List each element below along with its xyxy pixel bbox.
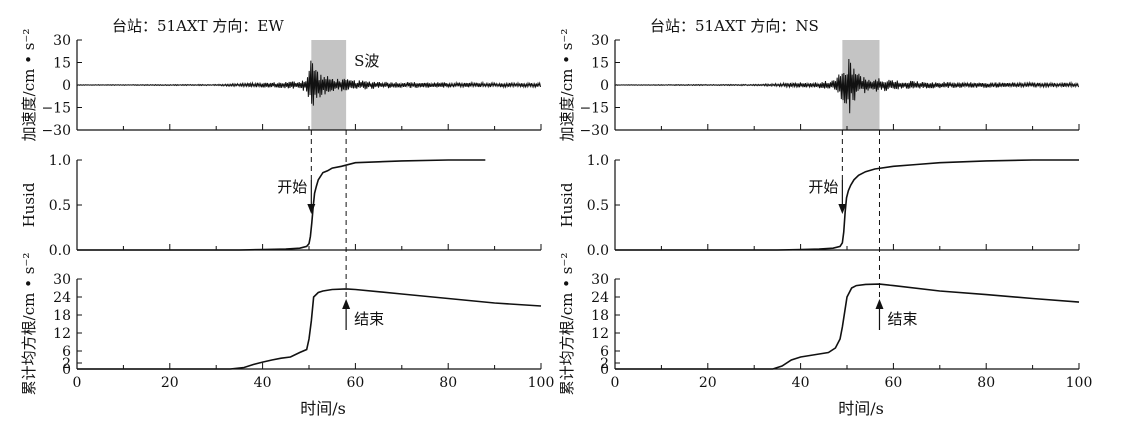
y-axis-label: Husid bbox=[558, 182, 576, 227]
y-tick-label: 30 bbox=[53, 272, 71, 288]
annotation-end: 结束 bbox=[354, 310, 384, 328]
y-axis-label: 加速度/cm • s⁻² bbox=[558, 29, 576, 142]
y-tick-label: 0.5 bbox=[49, 198, 71, 214]
panel-husid: 0.0 0.5 1.0 Husid 开始 bbox=[558, 153, 1080, 259]
x-axis-label: 时间/s bbox=[838, 399, 884, 418]
start-arrow-head bbox=[838, 204, 847, 214]
x-tick-label: 80 bbox=[977, 375, 995, 391]
y-tick-label: −30 bbox=[579, 123, 609, 139]
station-title: 台站：51AXT 方向：NS bbox=[650, 17, 819, 35]
y-tick-label: 6 bbox=[600, 344, 609, 360]
panel-rms: 026 12 18 24 30 0 20 40 60 80 100 累计均方根/cm • s⁻² 结束 bbox=[558, 253, 1092, 396]
x-tick-label: 20 bbox=[699, 375, 717, 391]
y-tick-label: 15 bbox=[53, 56, 71, 72]
y-axis-label: Husid bbox=[20, 182, 38, 227]
series-line-rms bbox=[615, 283, 1080, 370]
annotation-start: 开始 bbox=[808, 178, 838, 196]
y-tick-label: 0 bbox=[600, 78, 609, 94]
x-tick-label: 100 bbox=[528, 375, 555, 391]
x-tick-label: 40 bbox=[792, 375, 810, 391]
series-line-rms bbox=[77, 288, 542, 370]
y-tick-label: 1.0 bbox=[49, 153, 71, 169]
panel-rms: 026 12 18 24 30 0 20 40 60 80 100 累计均方根/cm • s⁻² 结束 bbox=[20, 253, 554, 396]
y-tick-label: −30 bbox=[41, 123, 71, 139]
y-tick-label: 1.0 bbox=[587, 153, 609, 169]
y-tick-label: −15 bbox=[41, 101, 71, 117]
x-tick-label: 20 bbox=[161, 375, 179, 391]
x-tick-label: 80 bbox=[439, 375, 457, 391]
y-tick-label: 30 bbox=[591, 272, 609, 288]
start-arrow-head bbox=[307, 204, 316, 214]
x-tick-label: 0 bbox=[73, 375, 82, 391]
annotation-end: 结束 bbox=[887, 310, 917, 328]
y-tick-label: 0.5 bbox=[587, 198, 609, 214]
y-tick-label: −15 bbox=[579, 101, 609, 117]
y-axis-label: 加速度/cm • s⁻² bbox=[20, 29, 38, 142]
x-tick-label: 100 bbox=[1066, 375, 1093, 391]
annotation-start: 开始 bbox=[277, 178, 307, 196]
x-tick-label: 40 bbox=[254, 375, 272, 391]
acceleration-trace bbox=[614, 59, 1080, 114]
y-tick-label: 0 bbox=[600, 362, 609, 378]
y-tick-label: 0.0 bbox=[587, 243, 609, 259]
y-tick-label: 6 bbox=[62, 344, 71, 360]
acceleration-trace bbox=[76, 60, 542, 106]
series-line-husid bbox=[615, 159, 1079, 251]
y-tick-label: 24 bbox=[591, 290, 609, 306]
station-title: 台站：51AXT 方向：EW bbox=[112, 17, 284, 35]
panel-husid: 0.0 0.5 1.0 Husid 开始 bbox=[20, 153, 542, 259]
y-axis-label: 累计均方根/cm • s⁻² bbox=[558, 253, 576, 396]
y-tick-label: 18 bbox=[53, 308, 71, 324]
series-line-husid bbox=[77, 159, 486, 251]
y-axis-label: 累计均方根/cm • s⁻² bbox=[20, 253, 38, 396]
y-tick-label: 30 bbox=[591, 33, 609, 49]
end-arrow-head bbox=[342, 299, 351, 309]
y-tick-label: 24 bbox=[53, 290, 71, 306]
y-tick-label: 0 bbox=[62, 362, 71, 378]
y-tick-label: 18 bbox=[591, 308, 609, 324]
y-tick-label: 30 bbox=[53, 33, 71, 49]
end-arrow-head bbox=[875, 299, 884, 309]
y-tick-label: 2 bbox=[600, 356, 609, 372]
x-axis-label: 时间/s bbox=[300, 399, 346, 418]
x-tick-label: 60 bbox=[884, 375, 902, 391]
annotation-s-wave: S波 bbox=[354, 52, 379, 70]
y-tick-label: 0 bbox=[62, 78, 71, 94]
y-tick-label: 2 bbox=[62, 356, 71, 372]
x-tick-label: 0 bbox=[611, 375, 620, 391]
y-tick-label: 12 bbox=[591, 326, 609, 342]
y-tick-label: 15 bbox=[591, 56, 609, 72]
x-tick-label: 60 bbox=[346, 375, 364, 391]
y-tick-label: 0.0 bbox=[49, 243, 71, 259]
y-tick-label: 12 bbox=[53, 326, 71, 342]
